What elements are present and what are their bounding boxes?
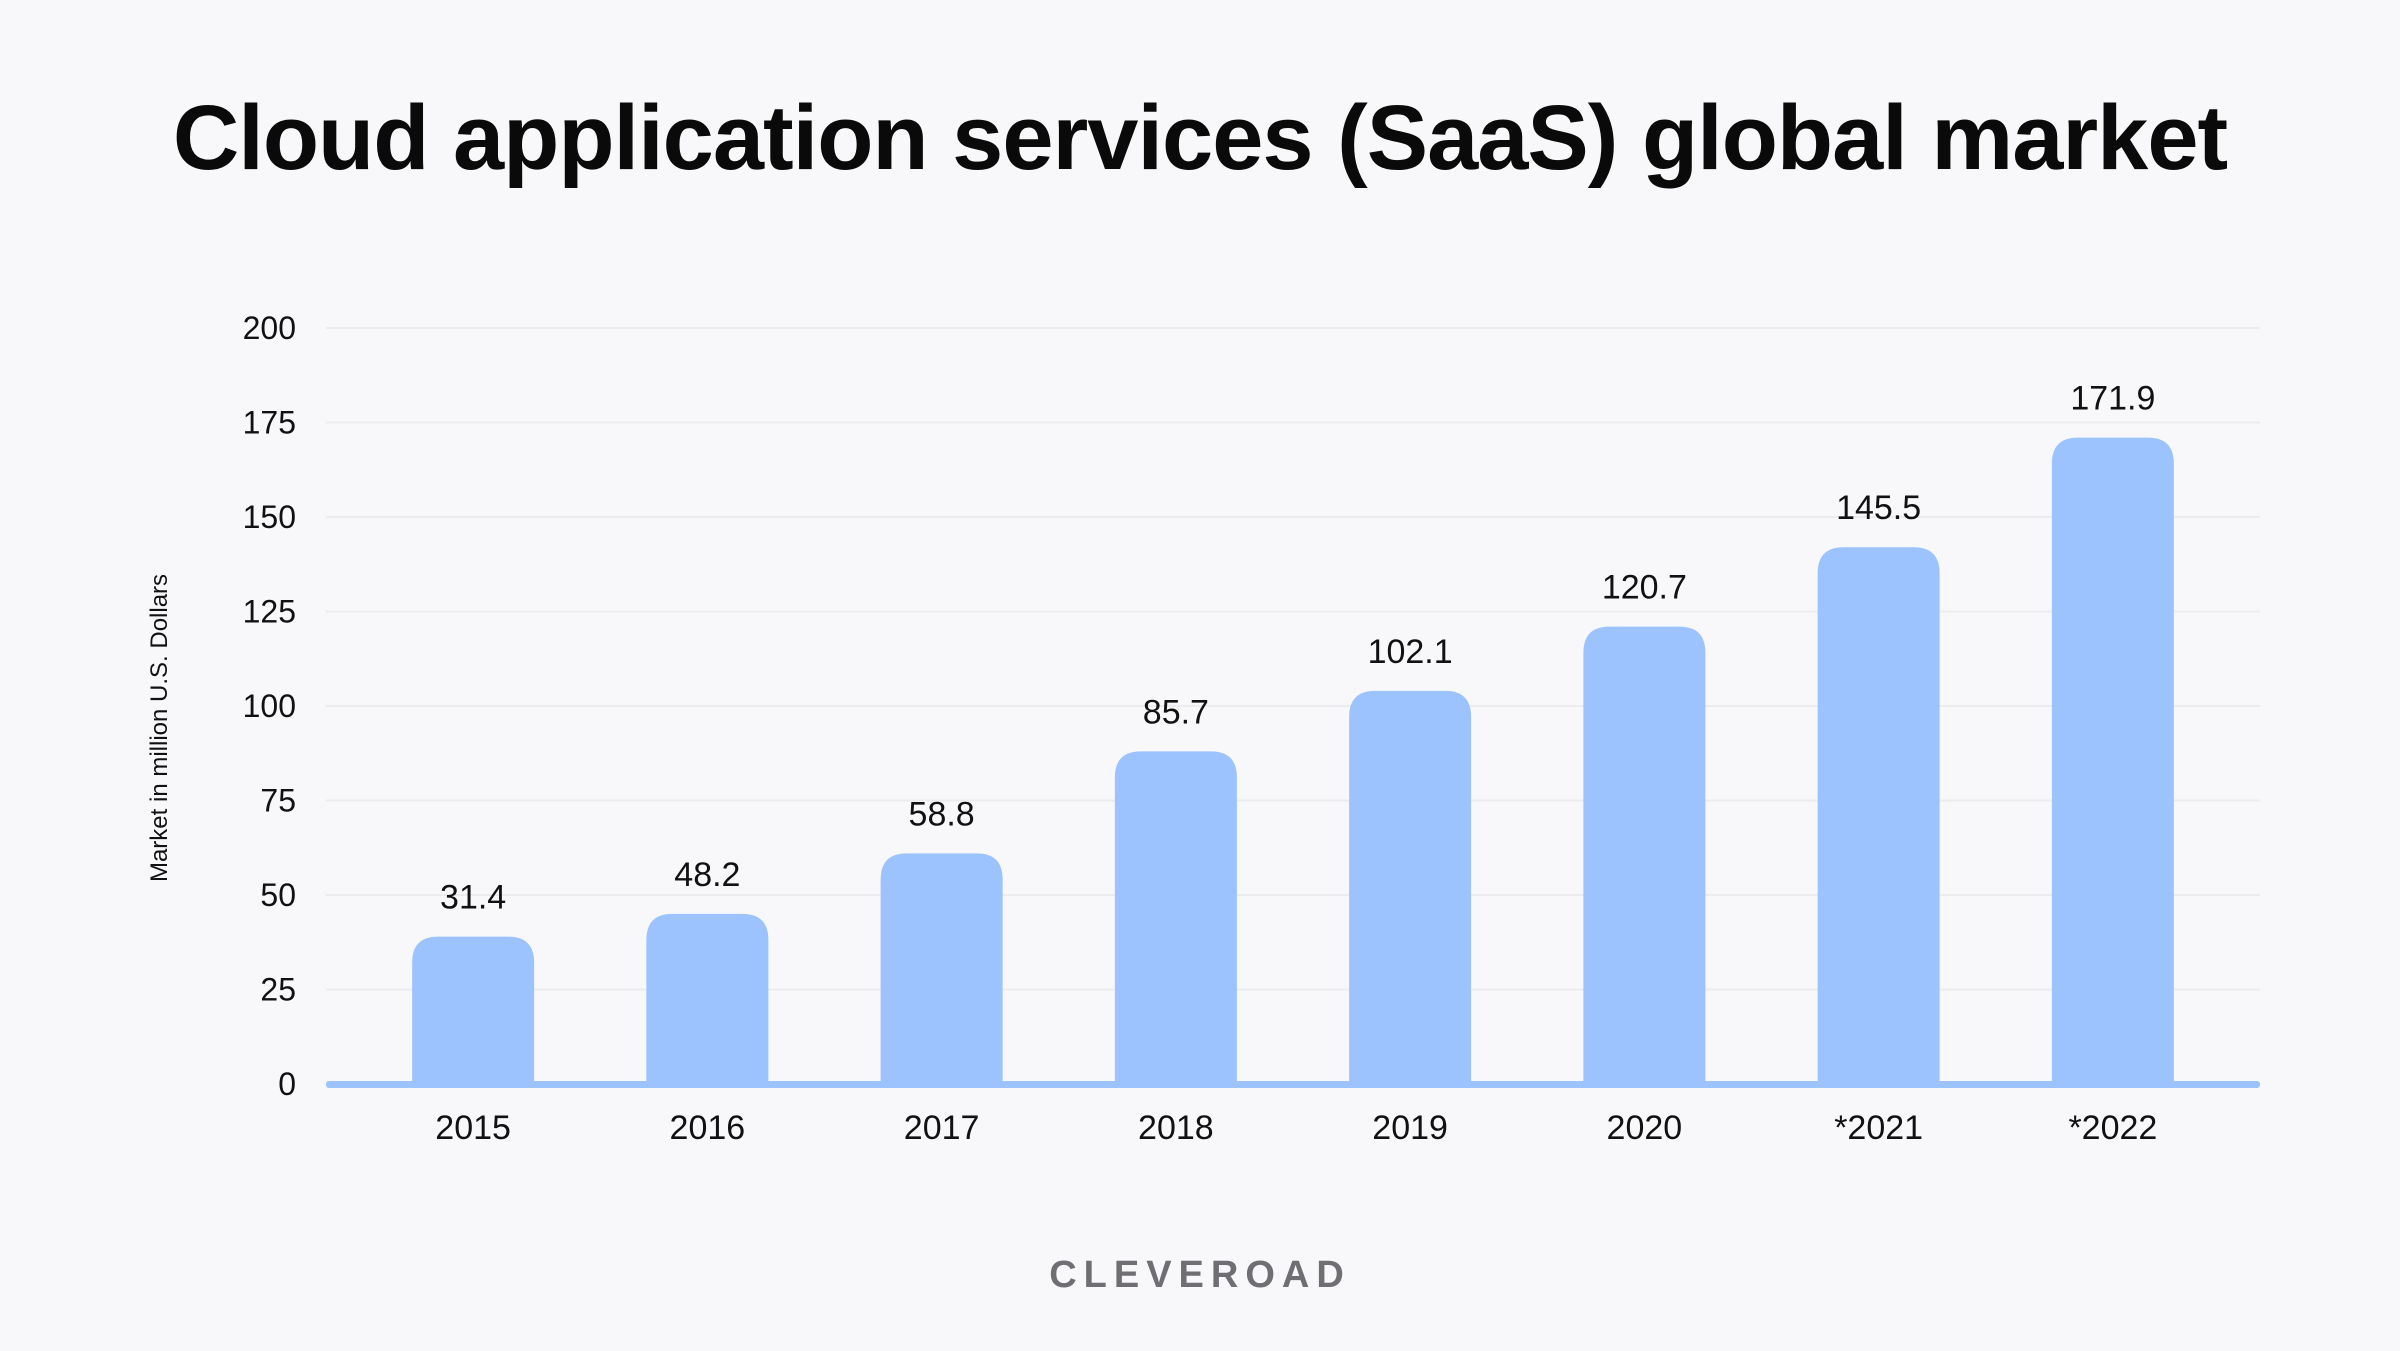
data-label: 85.7 xyxy=(1143,693,1209,731)
data-label: 171.9 xyxy=(2070,380,2155,418)
y-tick-label: 0 xyxy=(278,1066,296,1102)
y-tick-label: 25 xyxy=(260,972,296,1008)
y-tick-label: 200 xyxy=(243,310,296,346)
x-tick-label: 2015 xyxy=(435,1109,511,1147)
x-axis-ticks: 2015 2016 2017 2018 2019 2020 *2021 *2022 xyxy=(435,1109,2157,1147)
bar-2017 xyxy=(880,853,1003,1084)
data-label: 145.5 xyxy=(1836,489,1921,527)
brand-logo: CLEVEROAD xyxy=(1049,1254,1351,1296)
x-tick-label: 2017 xyxy=(904,1109,980,1147)
bar-2020 xyxy=(1583,626,1706,1084)
x-tick-label: 2016 xyxy=(670,1109,746,1147)
x-tick-label: *2022 xyxy=(2068,1109,2157,1147)
y-tick-label: 75 xyxy=(260,783,296,819)
x-tick-label: 2018 xyxy=(1138,1109,1214,1147)
x-tick-label: 2020 xyxy=(1607,1109,1683,1147)
y-tick-label: 50 xyxy=(260,877,296,913)
chart-title: Cloud application services (SaaS) global… xyxy=(172,87,2228,189)
gridlines xyxy=(326,327,2260,991)
x-axis-line xyxy=(326,1081,2260,1088)
data-labels: 31.4 48.2 58.8 85.7 102.1 120.7 145.5 171.9 xyxy=(440,380,2155,917)
y-axis-label: Market in million U.S. Dollars xyxy=(146,574,173,882)
data-label: 120.7 xyxy=(1602,569,1687,607)
x-tick-label: 2019 xyxy=(1372,1109,1448,1147)
y-tick-label: 150 xyxy=(243,499,296,535)
y-tick-label: 100 xyxy=(243,688,296,724)
bar-2018 xyxy=(1114,751,1237,1084)
y-tick-label: 175 xyxy=(243,405,296,441)
bar-2021 xyxy=(1817,547,1940,1084)
y-axis-ticks: 0 25 50 75 100 125 150 175 200 xyxy=(243,310,296,1102)
data-label: 58.8 xyxy=(909,795,975,833)
y-tick-label: 125 xyxy=(243,594,296,630)
data-label: 31.4 xyxy=(440,879,506,917)
bars xyxy=(412,437,2174,1084)
bar-2019 xyxy=(1349,690,1472,1084)
data-label: 102.1 xyxy=(1368,633,1453,671)
x-tick-label: *2021 xyxy=(1834,1109,1923,1147)
bar-2016 xyxy=(646,913,769,1084)
bar-2022 xyxy=(2051,437,2174,1084)
data-label: 48.2 xyxy=(674,856,740,894)
bar-2015 xyxy=(412,936,535,1084)
